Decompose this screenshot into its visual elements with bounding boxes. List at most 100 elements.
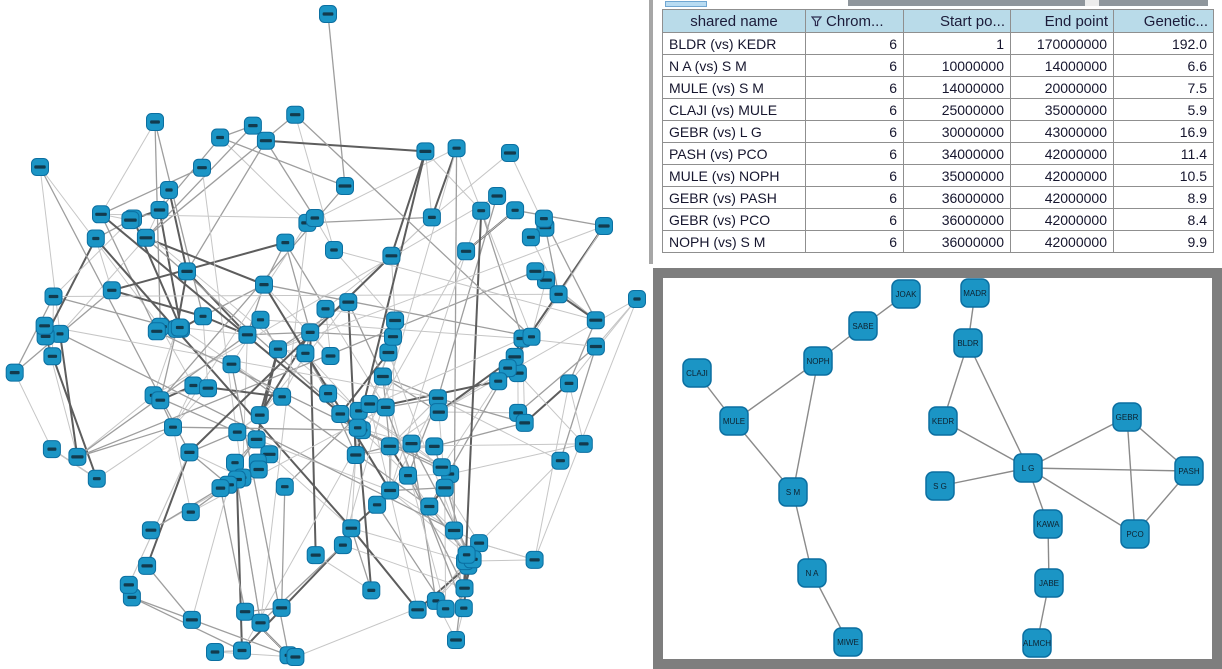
column-header-end_point[interactable]: End point — [1010, 9, 1114, 33]
network-node[interactable] — [522, 327, 541, 346]
network-node[interactable] — [306, 546, 325, 565]
table-cell[interactable]: 6 — [805, 32, 904, 55]
network-node[interactable] — [211, 479, 230, 498]
table-cell[interactable]: 6 — [805, 76, 904, 99]
network-node[interactable] — [428, 389, 447, 408]
network-node[interactable] — [399, 466, 417, 485]
network-node-ALMCH[interactable]: ALMCH — [1022, 628, 1052, 658]
network-node[interactable] — [574, 434, 593, 453]
table-cell[interactable]: GEBR (vs) PASH — [662, 186, 806, 209]
network-node[interactable] — [35, 316, 54, 335]
network-node[interactable] — [138, 556, 157, 575]
network-node[interactable] — [286, 648, 305, 666]
network-node[interactable] — [87, 469, 106, 488]
network-node[interactable] — [228, 423, 247, 442]
network-node[interactable] — [147, 322, 166, 341]
network-node[interactable] — [526, 262, 545, 281]
table-cell[interactable]: NOPH (vs) S M — [662, 230, 806, 253]
network-node[interactable] — [211, 128, 230, 147]
network-node[interactable] — [339, 293, 358, 312]
network-node-BLDR[interactable]: BLDR — [953, 328, 983, 358]
network-node[interactable] — [360, 395, 379, 413]
network-node[interactable] — [251, 613, 270, 632]
table-cell[interactable]: 6.6 — [1113, 54, 1214, 77]
network-node[interactable] — [432, 458, 451, 477]
network-node[interactable] — [348, 418, 367, 437]
network-node[interactable] — [521, 228, 540, 247]
network-node[interactable] — [222, 355, 241, 374]
table-cell[interactable]: 6 — [805, 142, 904, 165]
network-node[interactable] — [31, 158, 49, 176]
network-node[interactable] — [595, 217, 613, 235]
column-header-genetic[interactable]: Genetic... — [1113, 9, 1214, 33]
network-node[interactable] — [386, 311, 405, 330]
network-node[interactable] — [136, 228, 155, 247]
table-row[interactable]: CLAJI (vs) MULE 6 25000000 35000000 5.9 — [662, 98, 1214, 121]
network-node[interactable] — [435, 478, 454, 497]
table-cell[interactable]: GEBR (vs) PCO — [662, 208, 806, 231]
network-node[interactable] — [193, 158, 211, 177]
network-node[interactable] — [276, 233, 295, 252]
network-node[interactable] — [346, 446, 365, 464]
network-node[interactable] — [506, 201, 525, 220]
network-node[interactable] — [273, 387, 292, 406]
network-node[interactable] — [586, 311, 605, 330]
network-node[interactable] — [269, 340, 287, 359]
table-cell[interactable]: PASH (vs) PCO — [662, 142, 806, 165]
table-cell[interactable]: 10000000 — [903, 54, 1011, 77]
network-node[interactable] — [251, 310, 270, 329]
network-node[interactable] — [250, 406, 269, 425]
table-cell[interactable]: 6 — [805, 120, 904, 143]
table-cell[interactable]: 14000000 — [1010, 54, 1114, 77]
network-node[interactable] — [296, 344, 315, 363]
table-cell[interactable]: 42000000 — [1010, 164, 1114, 187]
network-node[interactable] — [150, 201, 169, 219]
network-node[interactable] — [151, 391, 170, 410]
network-node-KAWA[interactable]: KAWA — [1033, 509, 1063, 539]
network-node[interactable] — [534, 209, 553, 228]
scrollbar-thumb[interactable] — [665, 1, 707, 7]
network-node-JOAK[interactable]: JOAK — [891, 279, 921, 309]
network-edge-LG-GEBR[interactable] — [1027, 416, 1128, 469]
table-cell[interactable]: 14000000 — [903, 76, 1011, 99]
dense-network-view[interactable] — [0, 0, 655, 669]
network-node[interactable] — [380, 437, 399, 456]
network-node[interactable] — [422, 208, 441, 227]
network-node-PASH[interactable]: PASH — [1174, 456, 1204, 486]
network-node[interactable] — [275, 477, 294, 496]
network-node-PCO[interactable]: PCO — [1120, 519, 1150, 549]
network-node[interactable] — [286, 105, 305, 124]
network-node-SABE[interactable]: SABE — [848, 311, 878, 341]
network-node-GEBR[interactable]: GEBR — [1112, 402, 1142, 432]
network-node[interactable] — [384, 327, 402, 346]
column-header-start_position[interactable]: Start po... — [903, 9, 1011, 33]
network-node-KEDR[interactable]: KEDR — [928, 406, 958, 436]
network-node[interactable] — [119, 575, 138, 594]
table-cell[interactable]: 11.4 — [1113, 142, 1214, 165]
network-node[interactable] — [382, 246, 401, 265]
network-node[interactable] — [628, 290, 646, 308]
network-node[interactable] — [368, 495, 387, 514]
table-row[interactable]: N A (vs) S M 6 10000000 14000000 6.6 — [662, 54, 1214, 77]
network-node[interactable] — [199, 379, 217, 398]
network-node[interactable] — [141, 521, 160, 540]
table-cell[interactable]: 43000000 — [1010, 120, 1114, 143]
network-node[interactable] — [336, 177, 354, 195]
table-cell[interactable]: 8.4 — [1113, 208, 1214, 231]
table-cell[interactable]: 6 — [805, 54, 904, 77]
network-node[interactable] — [331, 405, 350, 423]
network-node[interactable] — [381, 481, 400, 500]
table-cell[interactable]: 25000000 — [903, 98, 1011, 121]
table-row[interactable]: NOPH (vs) S M 6 36000000 42000000 9.9 — [662, 230, 1214, 253]
network-node[interactable] — [455, 579, 474, 598]
network-node[interactable] — [319, 384, 338, 403]
network-edge-NOPH-SM[interactable] — [792, 360, 819, 493]
network-node[interactable] — [92, 205, 110, 224]
network-node[interactable] — [301, 323, 320, 342]
network-node[interactable] — [342, 519, 361, 538]
table-cell[interactable]: 34000000 — [903, 142, 1011, 165]
network-node[interactable] — [425, 437, 444, 456]
network-node[interactable] — [305, 209, 324, 227]
network-node[interactable] — [457, 545, 476, 564]
